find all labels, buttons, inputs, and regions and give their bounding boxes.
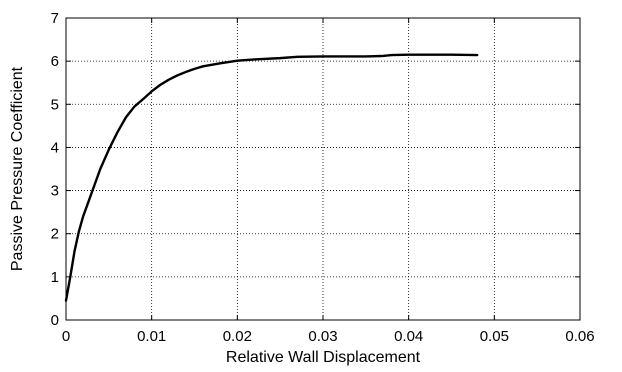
x-tick-label: 0.02 <box>223 328 252 345</box>
x-tick-label: 0.04 <box>394 328 423 345</box>
y-tick-label: 1 <box>51 269 59 286</box>
y-axis-label: Passive Pressure Coefficient <box>9 66 26 271</box>
x-tick-label: 0.03 <box>308 328 337 345</box>
y-tick-label: 6 <box>51 53 59 70</box>
x-tick-label: 0 <box>62 328 70 345</box>
x-tick-label: 0.06 <box>565 328 594 345</box>
ticks <box>65 17 581 321</box>
series-line <box>64 53 479 302</box>
series-layer <box>64 53 479 302</box>
y-tick-label: 7 <box>51 10 59 27</box>
x-axis-label: Relative Wall Displacement <box>226 349 421 366</box>
x-tick-label: 0.01 <box>137 328 166 345</box>
y-tick-label: 4 <box>51 139 59 156</box>
y-tick-label: 2 <box>51 226 59 243</box>
y-tick-label: 3 <box>51 183 59 200</box>
tick-labels: 0 0.01 0.02 0.03 0.04 0.05 0.06 0 1 2 3 4 5 6 7 <box>51 10 595 345</box>
y-tick-label: 5 <box>51 96 59 113</box>
y-tick-label: 0 <box>51 312 59 329</box>
grid <box>66 18 580 320</box>
x-tick-label: 0.05 <box>480 328 509 345</box>
